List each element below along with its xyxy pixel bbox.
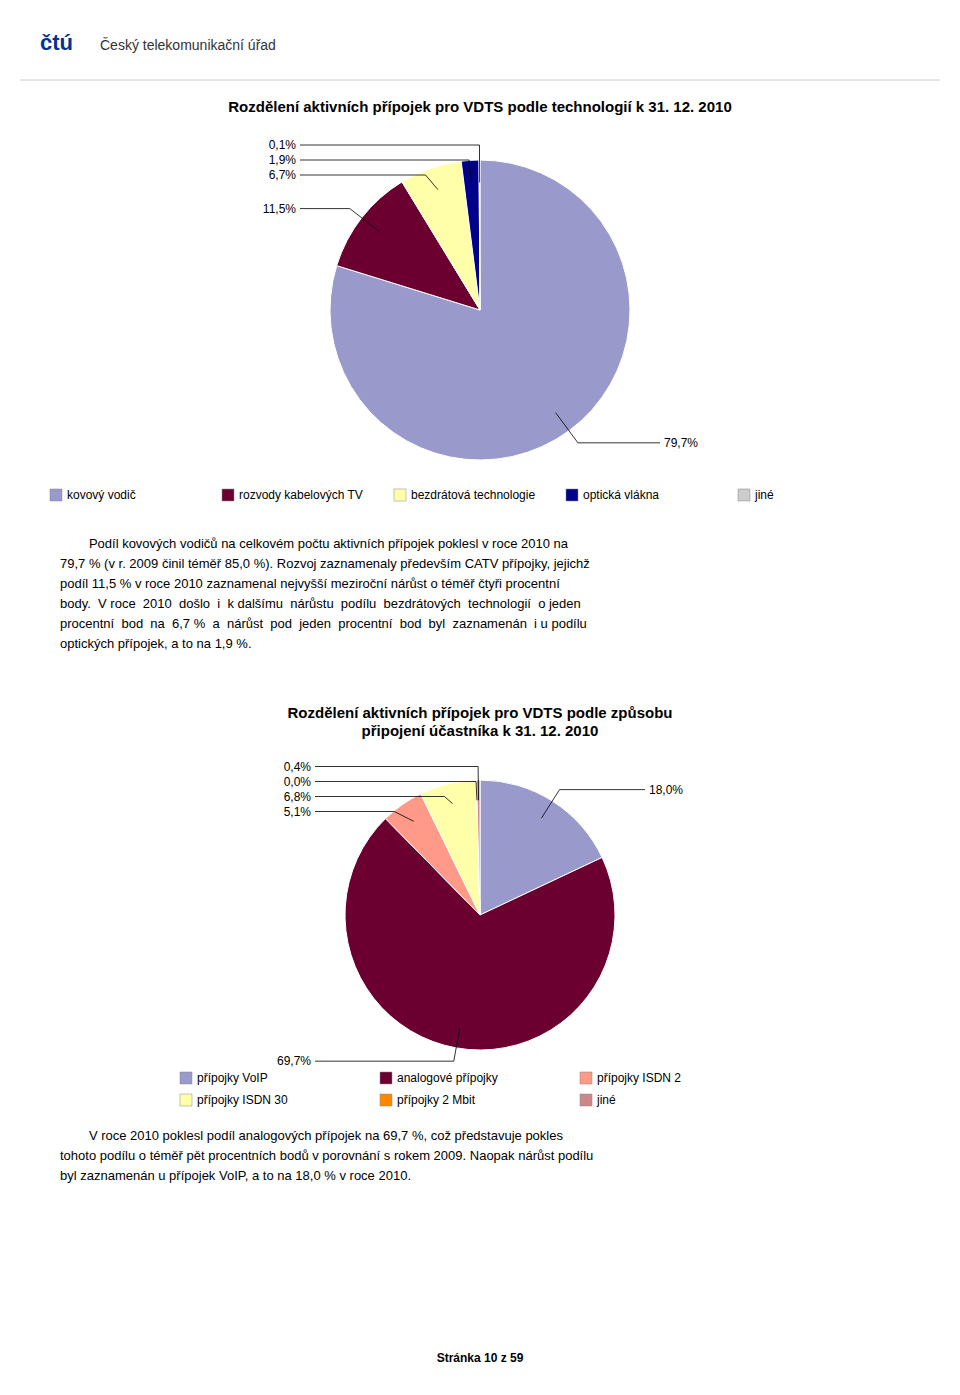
- data-label: 6,7%: [269, 168, 297, 182]
- paragraph-line: body. V roce 2010 došlo i k dalšímu nárů…: [60, 596, 581, 611]
- data-label: 0,1%: [269, 138, 297, 152]
- chart-title-line: připojení účastníka k 31. 12. 2010: [362, 722, 599, 739]
- header-label: Český telekomunikační úřad: [100, 37, 276, 53]
- legend-swatch: [180, 1094, 192, 1106]
- leader-line: [315, 767, 479, 801]
- legend-swatch: [580, 1094, 592, 1106]
- legend-swatch: [50, 489, 62, 501]
- legend-label: přípojky ISDN 2: [597, 1071, 681, 1085]
- legend-swatch: [580, 1072, 592, 1084]
- legend-label: přípojky 2 Mbit: [397, 1093, 476, 1107]
- legend-label: analogové přípojky: [397, 1071, 498, 1085]
- paragraph: V roce 2010 poklesl podíl analogových př…: [60, 1128, 593, 1183]
- paragraph: Podíl kovových vodičů na celkovém počtu …: [60, 536, 590, 651]
- data-label: 5,1%: [284, 805, 312, 819]
- paragraph-line: Podíl kovových vodičů na celkovém počtu …: [60, 536, 569, 551]
- data-label: 18,0%: [649, 783, 683, 797]
- pie-slice: [330, 160, 630, 460]
- legend-label: přípojky VoIP: [197, 1071, 268, 1085]
- legend-swatch: [738, 489, 750, 501]
- data-labels: 79,7% 11,5% 6,7%1,9%0,1%: [263, 138, 698, 450]
- pie-chart: Rozdělení aktivních přípojek pro VDTS po…: [180, 704, 683, 1107]
- legend-item: přípojky VoIP: [180, 1071, 268, 1085]
- leader-line: [300, 175, 438, 190]
- pie-chart: Rozdělení aktivních přípojek pro VDTS po…: [50, 98, 774, 502]
- slices: [330, 160, 630, 460]
- leader-line: [315, 1028, 460, 1061]
- legend-swatch: [380, 1072, 392, 1084]
- data-label: 79,7%: [664, 436, 698, 450]
- leader-line: [315, 797, 453, 804]
- leader-line: [541, 790, 645, 819]
- leader-line: [300, 209, 379, 232]
- paragraph-line: optických přípojek, a to na 1,9 %.: [60, 636, 252, 651]
- legend-swatch: [222, 489, 234, 501]
- leader-line: [315, 812, 414, 822]
- legend-label: přípojky ISDN 30: [197, 1093, 288, 1107]
- legend-item: kovový vodič: [50, 488, 136, 502]
- legend-item: přípojky 2 Mbit: [380, 1093, 476, 1107]
- pie-slice: [421, 780, 480, 915]
- paragraph-line: 79,7 % (v r. 2009 činil téměř 85,0 %). R…: [60, 556, 590, 571]
- data-label: 11,5%: [263, 202, 296, 216]
- paragraph-line: podíl 11,5 % v roce 2010 zaznamenal nejv…: [60, 576, 560, 591]
- legend-item: rozvody kabelových TV: [222, 488, 363, 502]
- data-labels: 18,0% 69,7% 5,1%6,8%0,0%0,4%: [277, 760, 683, 1069]
- legend-label: bezdrátová technologie: [411, 488, 535, 502]
- legend-swatch: [566, 489, 578, 501]
- data-label: 6,8%: [284, 790, 312, 804]
- legend-item: bezdrátová technologie: [394, 488, 535, 502]
- legend: kovový vodič rozvody kabelových TV bezdrát…: [50, 488, 774, 502]
- legend-item: jiné: [738, 488, 774, 502]
- legend-item: analogové přípojky: [380, 1071, 498, 1085]
- legend-item: přípojky ISDN 30: [180, 1093, 288, 1107]
- legend-item: optická vlákna: [566, 488, 659, 502]
- legend-item: jiné: [580, 1093, 616, 1107]
- paragraph-line: tohoto podílu o téměř pět procentních bo…: [60, 1148, 593, 1163]
- legend-swatch: [394, 489, 406, 501]
- chart-title: Rozdělení aktivních přípojek pro VDTS po…: [287, 704, 672, 739]
- legend-label: kovový vodič: [67, 488, 136, 502]
- data-label: 0,0%: [284, 775, 312, 789]
- paragraph-line: V roce 2010 poklesl podíl analogových př…: [60, 1128, 563, 1143]
- data-label: 69,7%: [277, 1054, 311, 1068]
- data-label: 0,4%: [284, 760, 312, 774]
- page-number: Stránka 10 z 59: [437, 1351, 524, 1365]
- pie-slice: [461, 160, 480, 310]
- header-rule: [20, 80, 940, 81]
- chart-title-line: Rozdělení aktivních přípojek pro VDTS po…: [287, 704, 672, 721]
- page: čtú Český telekomunikační úřad Rozdělení a…: [0, 0, 960, 1395]
- leader-line: [300, 145, 480, 182]
- leader-line: [556, 413, 660, 443]
- legend-item: přípojky ISDN 2: [580, 1071, 681, 1085]
- legend-swatch: [180, 1072, 192, 1084]
- legend-label: rozvody kabelových TV: [239, 488, 363, 502]
- header: čtú Český telekomunikační úřad: [20, 30, 940, 80]
- data-label: 1,9%: [269, 153, 297, 167]
- slices: [345, 780, 615, 1050]
- chart-title-line: Rozdělení aktivních přípojek pro VDTS po…: [228, 98, 731, 115]
- legend-label: jiné: [596, 1093, 616, 1107]
- chart-title: Rozdělení aktivních přípojek pro VDTS po…: [228, 98, 731, 115]
- paragraph-line: procentní bod na 6,7 % a nárůst pod jede…: [60, 616, 587, 631]
- paragraph-line: byl zaznamenán u přípojek VoIP, a to na …: [60, 1168, 411, 1183]
- legend: přípojky VoIP analogové přípojky přípojky …: [180, 1071, 681, 1107]
- legend-label: optická vlákna: [583, 488, 659, 502]
- logo-text: čtú: [40, 30, 73, 55]
- leader-line: [300, 160, 472, 183]
- legend-label: jiné: [754, 488, 774, 502]
- leader-line: [315, 782, 477, 801]
- legend-swatch: [380, 1094, 392, 1106]
